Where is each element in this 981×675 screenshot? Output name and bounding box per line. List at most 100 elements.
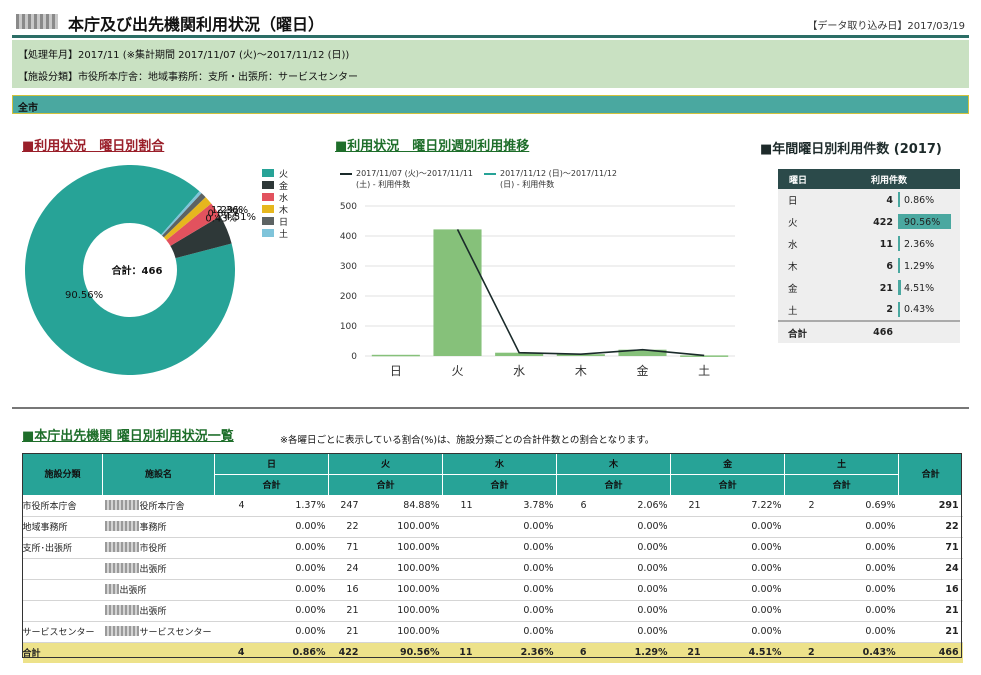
blurred-logo [16, 14, 58, 29]
pct-cell: 0.00% [590, 558, 671, 580]
day-cell: 火 [778, 211, 818, 233]
yearly-row: 木 6 1.29% [778, 255, 960, 277]
count-cell [442, 537, 477, 559]
count-cell [784, 516, 819, 538]
pie-pct-label: 2.36% [216, 205, 248, 216]
count-cell [442, 558, 477, 580]
pct-cell: 0.00% [248, 537, 329, 559]
col-day-水: 水 [442, 453, 558, 475]
y-tick-label: 0 [351, 352, 357, 362]
count-cell [784, 558, 819, 580]
col-sub-total: 合計 [556, 473, 672, 496]
legend-week2: 2017/11/12 (日)〜2017/11/12 (日) - 利用件数 [484, 168, 624, 190]
pct-cell: 0.00% [476, 579, 557, 601]
pct-bar [898, 280, 901, 295]
bar-金 [618, 349, 667, 356]
pct-cell: 1.29% [898, 255, 960, 277]
count-cell: 21 [328, 621, 363, 643]
table-row: サービスセンター サービスセンター 0.00% 21 100.00% 0.00% 0.00%… [22, 621, 963, 643]
category-cell [22, 558, 103, 580]
facility-cell: 出張所 [102, 600, 215, 622]
sum-pct-cell: 0.43% [818, 642, 899, 663]
facility-name: 出張所 [139, 607, 167, 617]
total-label: 合計 [778, 320, 818, 343]
yearly-section-title: ■年間曜日別利用件数 (2017) [760, 142, 942, 157]
legend-label: 木 [279, 205, 289, 216]
day-cell: 土 [778, 299, 818, 321]
trend-line-series [456, 229, 705, 357]
pie-center-label: 合計：466 [111, 264, 163, 277]
pct-cell: 0.00% [704, 621, 785, 643]
count-cell: 21 [328, 600, 363, 622]
facility-name: 事務所 [139, 523, 167, 533]
pct-cell: 0.00% [704, 579, 785, 601]
y-tick-label: 100 [340, 322, 357, 332]
row-total: 16 [898, 579, 963, 601]
pct-bar [898, 192, 900, 207]
pct-cell: 0.00% [248, 558, 329, 580]
pct-cell: 100.00% [362, 579, 443, 601]
col-day-土: 土 [784, 453, 900, 475]
count-cell [670, 516, 705, 538]
facility-name: 役所本庁舎 [139, 502, 185, 512]
pie-legend-item: 火 [262, 167, 289, 180]
col-facility: 施設名 [102, 453, 215, 496]
day-cell: 水 [778, 233, 818, 255]
category-cell: 支所･出張所 [22, 537, 103, 559]
facility-day-table: 施設分類 施設名日火水木金土合計 合計 合計 合計 合計 合計 合計 市役所本庁舎 役所本庁舎 4… [22, 453, 964, 663]
sum-pct-cell: 0.86% [248, 642, 329, 663]
facility-name: 出張所 [139, 565, 167, 575]
legend-label: 水 [279, 193, 289, 204]
y-tick-label: 500 [340, 202, 357, 212]
blurred-name [104, 542, 139, 552]
blurred-name [104, 563, 139, 573]
sum-pct-cell: 4.51% [704, 642, 785, 663]
blurred-name [104, 605, 139, 615]
x-tick-label: 金 [636, 363, 648, 378]
col-sub-total: 合計 [784, 473, 900, 496]
col-day-火: 火 [328, 453, 444, 475]
count-cell: 11 [818, 233, 898, 255]
count-cell [784, 621, 819, 643]
pct-cell: 0.00% [248, 600, 329, 622]
table-row: 地域事務所 事務所 0.00% 22 100.00% 0.00% 0.00% 0.00% 0.0… [22, 516, 963, 538]
col-sub-total: 合計 [213, 473, 330, 496]
blurred-name [104, 626, 139, 636]
legend-swatch [262, 217, 274, 225]
sum-pct-cell: 2.36% [476, 642, 557, 663]
pie-pct-label: 4.51% [224, 212, 256, 223]
pct-cell: 0.00% [476, 621, 557, 643]
yearly-day-table: 曜日 利用件数 日 4 0.86% 火 422 90.56% 水 11 2.36% 木 … [778, 169, 960, 343]
pie-legend-item: 木 [262, 203, 289, 216]
pct-cell: 0.86% [898, 189, 960, 211]
day-cell: 木 [778, 255, 818, 277]
row-total: 21 [898, 621, 963, 643]
pct-bar [898, 236, 900, 251]
count-cell [556, 579, 591, 601]
legend-week1-label: 2017/11/07 (火)〜2017/11/11 (土) - 利用件数 [356, 169, 474, 189]
category-cell: サービスセンター [22, 621, 103, 643]
count-cell [670, 558, 705, 580]
pie-legend-item: 日 [262, 215, 288, 228]
x-tick-label: 火 [451, 364, 463, 378]
count-cell [214, 600, 249, 622]
page-title: 本庁及び出先機関利用状況（曜日） [68, 15, 325, 34]
pct-cell: 0.00% [248, 579, 329, 601]
yearly-row: 火 422 90.56% [778, 211, 960, 233]
count-cell: 22 [328, 516, 363, 538]
legend-label: 火 [279, 169, 289, 180]
bar-土 [680, 355, 729, 357]
col-category: 施設分類 [22, 453, 103, 496]
sum-count-cell: 21 [670, 642, 705, 663]
pct-cell: 1.37% [248, 495, 329, 517]
filter-info-panel [12, 40, 969, 88]
pct-cell: 7.22% [704, 495, 785, 517]
sum-count-cell: 2 [784, 642, 819, 663]
count-cell [784, 537, 819, 559]
pct-cell: 0.00% [590, 621, 671, 643]
day-cell: 金 [778, 277, 818, 299]
pct-text: 0.43% [904, 304, 935, 315]
pct-cell: 0.00% [590, 579, 671, 601]
legend-swatch [262, 229, 274, 237]
pct-cell: 0.00% [704, 558, 785, 580]
